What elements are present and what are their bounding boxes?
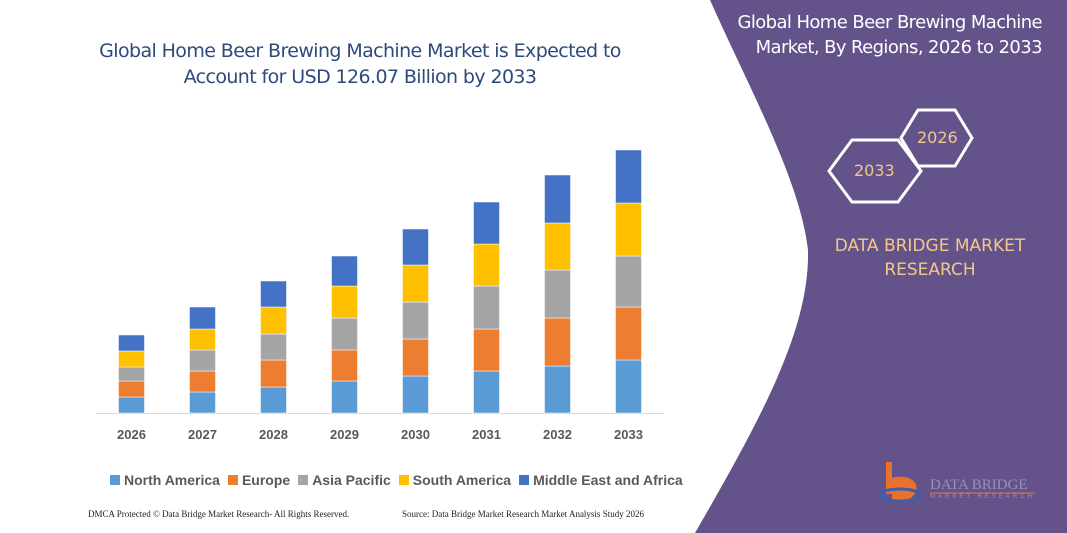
legend-swatch <box>110 475 120 485</box>
hex-label-start: 2026 <box>917 128 958 147</box>
source-text: Source: Data Bridge Market Research Mark… <box>402 509 644 519</box>
bar-segment-2027-middle-east-and-africa <box>189 306 216 330</box>
bar-segment-2033-north-america <box>615 359 642 414</box>
bar-segment-2030-north-america <box>402 375 429 414</box>
bar-segment-2031-asia-pacific <box>473 285 500 330</box>
bar-segment-2027-south-america <box>189 328 216 351</box>
bar-segment-2030-middle-east-and-africa <box>402 228 429 266</box>
bar-segment-2028-north-america <box>260 386 287 414</box>
copyright-text: DMCA Protected © Data Bridge Market Rese… <box>88 509 350 519</box>
stacked-bar-chart: 2026 2027 2028 2029 2030 2031 2032 2033 <box>96 149 664 442</box>
chart-title: Global Home Beer Brewing Machine Market … <box>99 40 621 88</box>
bar-segment-2032-north-america <box>544 365 571 414</box>
legend-label: North America <box>124 472 220 488</box>
brand-text: DATA BRIDGE MARKET RESEARCH <box>834 236 1026 280</box>
bar-segment-2029-asia-pacific <box>331 317 358 351</box>
bar-segment-2030-asia-pacific <box>402 301 429 340</box>
bar-segment-2026-south-america <box>118 350 145 368</box>
bar-segment-2032-middle-east-and-africa <box>544 174 571 224</box>
legend-item: Asia Pacific <box>298 472 391 488</box>
bar-segment-2029-north-america <box>331 380 358 414</box>
bar-segment-2032-south-america <box>544 222 571 271</box>
bar-segment-2031-north-america <box>473 370 500 414</box>
legend-item: Europe <box>227 472 291 488</box>
bar-segment-2033-middle-east-and-africa <box>615 149 642 204</box>
x-tick-label: 2028 <box>259 427 288 442</box>
hexagon-2033 <box>827 138 923 204</box>
x-tick-label: 2033 <box>614 427 643 442</box>
bar-segment-2027-asia-pacific <box>189 349 216 372</box>
legend-item: Middle East and Africa <box>519 472 683 488</box>
legend-label: Middle East and Africa <box>533 472 683 488</box>
legend-label: South America <box>412 472 512 488</box>
panel-title: Global Home Beer Brewing Machine Market,… <box>737 12 1043 58</box>
x-tick-label: 2032 <box>543 427 572 442</box>
purple-panel <box>695 0 1067 533</box>
logo-text: DATA BRIDGE <box>930 477 1028 493</box>
x-tick-label: 2030 <box>401 427 430 442</box>
x-tick-label: 2026 <box>117 427 146 442</box>
bar-segment-2031-middle-east-and-africa <box>473 201 500 245</box>
bar-segment-2026-north-america <box>118 396 145 414</box>
bar-segment-2029-middle-east-and-africa <box>331 255 358 287</box>
legend-swatch <box>298 475 309 485</box>
logo-icon <box>878 462 922 503</box>
logo-subtext: MARKET RESEARCH <box>930 494 1035 500</box>
bar-segment-2032-europe <box>544 317 571 367</box>
legend: North America Europe Asia Pacific South Ame… <box>110 472 683 488</box>
bar-segment-2028-asia-pacific <box>260 333 287 361</box>
bar-segment-2030-europe <box>402 338 429 377</box>
legend-swatch <box>519 475 530 485</box>
bar-segment-2029-south-america <box>331 285 358 319</box>
bar-segment-2033-europe <box>615 306 642 361</box>
hex-label-end: 2033 <box>854 161 895 180</box>
bar-segment-2033-south-america <box>615 202 642 257</box>
legend-item: South America <box>398 472 512 488</box>
bar-segment-2033-asia-pacific <box>615 255 642 308</box>
x-tick-label: 2027 <box>188 427 217 442</box>
legend-label: Asia Pacific <box>312 472 391 488</box>
bar-segment-2026-asia-pacific <box>118 366 145 382</box>
bar-segment-2030-south-america <box>402 264 429 303</box>
bar-segment-2031-south-america <box>473 243 500 287</box>
x-tick-label: 2031 <box>472 427 501 442</box>
legend-item: North America <box>110 472 220 488</box>
bar-segment-2026-middle-east-and-africa <box>118 334 145 352</box>
bar-segment-2027-north-america <box>189 391 216 414</box>
x-tick-label: 2029 <box>330 427 359 442</box>
bar-segment-2029-europe <box>331 349 358 382</box>
bar-segment-2032-asia-pacific <box>544 269 571 319</box>
legend-swatch <box>227 475 238 485</box>
legend-label: Europe <box>241 472 291 488</box>
legend-swatch <box>398 475 409 485</box>
bar-segment-2028-south-america <box>260 306 287 335</box>
bar-segment-2028-europe <box>260 359 287 388</box>
bar-segment-2026-europe <box>118 380 145 398</box>
hexagon-2026 <box>899 108 974 168</box>
bar-segment-2028-middle-east-and-africa <box>260 280 287 308</box>
bar-segment-2027-europe <box>189 370 216 393</box>
bar-segment-2031-europe <box>473 328 500 372</box>
